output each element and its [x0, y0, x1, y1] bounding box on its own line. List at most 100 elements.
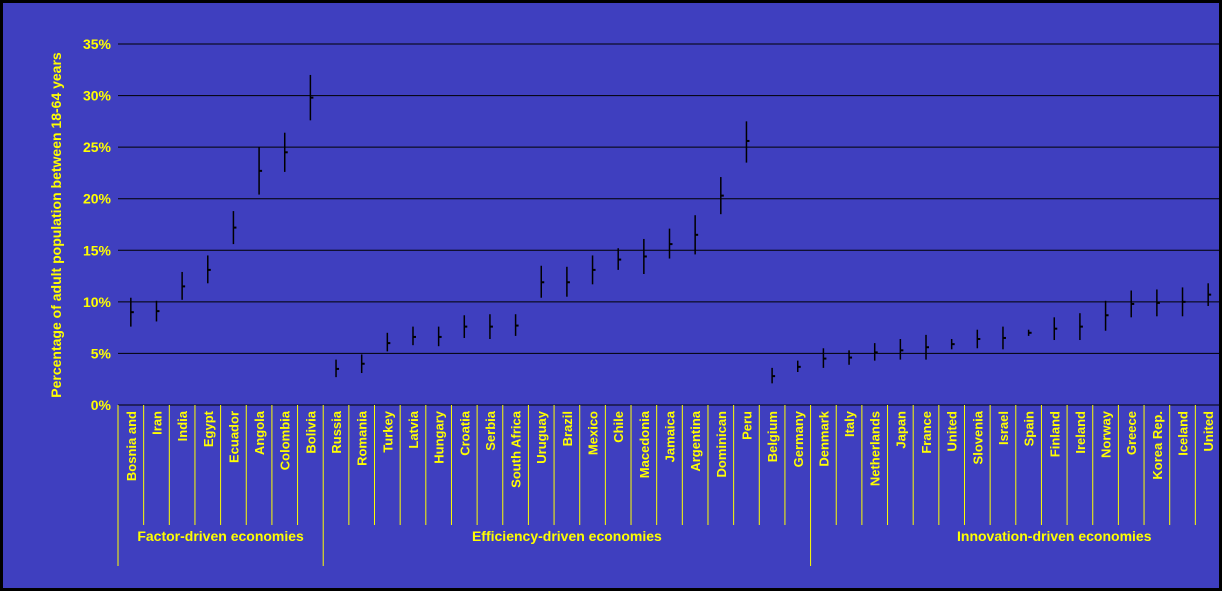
x-category-label: Iceland: [1176, 411, 1191, 456]
x-category-label: Russia: [329, 410, 344, 453]
y-tick-label: 20%: [83, 191, 112, 207]
error-bar: [1027, 329, 1032, 336]
error-bar: [1002, 326, 1006, 350]
x-category-label: Korea Rep.: [1150, 411, 1165, 480]
x-category-label: Dominican: [714, 411, 729, 478]
x-category-label: South Africa: [509, 410, 524, 488]
x-category-label: Finland: [1047, 411, 1062, 457]
x-category-label: Netherlands: [868, 411, 883, 486]
error-bar: [207, 255, 211, 284]
x-category-label: Germany: [791, 410, 806, 467]
x-category-label: Brazil: [560, 411, 575, 446]
x-category-label: Uruguay: [534, 410, 549, 464]
error-bar: [591, 255, 596, 285]
error-bar: [540, 265, 545, 298]
error-bar: [514, 314, 519, 336]
x-category-label: Egypt: [201, 410, 216, 447]
x-category-label: Colombia: [278, 410, 293, 470]
error-bar: [822, 348, 827, 368]
y-axis-label: Percentage of adult population between 1…: [48, 52, 64, 398]
group-label: Efficiency-driven economies: [472, 528, 662, 544]
x-category-label: Hungary: [432, 410, 447, 464]
error-bar: [566, 266, 570, 297]
x-category-label: Belgium: [765, 411, 780, 462]
x-category-label: Macedonia: [637, 410, 652, 478]
error-bar: [771, 367, 776, 384]
error-bar: [283, 132, 288, 172]
x-category-label: Chile: [611, 411, 626, 443]
x-category-label: Iran: [149, 411, 164, 435]
y-tick-label: 5%: [91, 345, 112, 361]
y-tick-label: 25%: [83, 139, 112, 155]
x-category-label: Denmark: [816, 410, 831, 466]
x-category-label: Spain: [1022, 411, 1037, 446]
x-category-label: India: [175, 410, 190, 441]
y-tick-label: 10%: [83, 294, 112, 310]
group-label: Factor-driven economies: [137, 528, 304, 544]
error-bar: [1181, 287, 1186, 317]
error-bar: [950, 338, 955, 350]
x-axis-categories: Bosnia and Iran India Egypt Ecuador Angola Col…: [117, 405, 1216, 525]
error-bar: [489, 314, 493, 339]
x-category-label: Slovenia: [970, 410, 985, 464]
x-category-label: Latvia: [406, 410, 421, 448]
group-label: Innovation-driven economies: [957, 528, 1152, 544]
error-bar: [643, 238, 647, 275]
x-category-label: Israel: [996, 411, 1011, 445]
x-category-label: Turkey: [380, 410, 395, 452]
x-category-label: Croatia: [457, 410, 472, 456]
error-bar: [181, 271, 186, 300]
error-bar: [873, 343, 878, 361]
gridlines: [118, 43, 1219, 406]
error-bar: [335, 359, 340, 378]
x-category-label: United: [1201, 411, 1216, 452]
error-bar: [668, 228, 673, 259]
error-bar: [976, 329, 981, 349]
error-bar: [1053, 317, 1058, 341]
x-category-label: Ecuador: [226, 411, 241, 463]
x-category-label: Italy: [842, 410, 857, 437]
x-category-label: Romania: [355, 410, 370, 466]
error-bar: [258, 147, 263, 195]
error-bars: [130, 74, 1212, 384]
x-category-label: Angola: [252, 410, 267, 455]
error-bar: [1156, 289, 1160, 317]
error-bar: [1079, 313, 1083, 341]
error-bar: [437, 326, 442, 347]
error-bar: [925, 334, 930, 360]
error-bar: [232, 211, 237, 245]
error-bar: [617, 248, 622, 270]
error-bar: [412, 326, 416, 346]
y-tick-label: 30%: [83, 88, 112, 104]
x-category-label: Ireland: [1073, 411, 1088, 454]
error-bar: [848, 350, 853, 365]
error-bar: [130, 297, 134, 327]
error-bar: [386, 332, 391, 352]
error-bar: [720, 177, 724, 215]
x-category-label: Serbia: [483, 410, 498, 451]
y-tick-label: 15%: [83, 242, 112, 258]
error-bar: [899, 338, 904, 360]
x-category-label: United: [945, 411, 960, 452]
error-bar: [463, 315, 468, 338]
error-bar: [309, 74, 314, 121]
x-category-label: Greece: [1124, 411, 1139, 455]
x-axis-groups: Factor-driven economies Efficiency-driven…: [117, 525, 1152, 566]
error-bar: [360, 354, 365, 374]
x-category-label: Jamaica: [663, 410, 678, 462]
error-bar: [1130, 290, 1135, 318]
x-category-label: Peru: [739, 411, 754, 440]
x-category-label: France: [919, 411, 934, 454]
x-category-label: Norway: [1099, 410, 1114, 458]
x-category-label: Bosnia and: [124, 411, 139, 481]
y-tick-label: 0%: [91, 397, 112, 413]
error-bar: [797, 360, 801, 372]
error-bar: [155, 300, 160, 322]
error-bar: [694, 215, 699, 255]
x-category-label: Japan: [893, 411, 908, 449]
y-tick-label: 35%: [83, 36, 112, 52]
error-bar: [745, 121, 750, 163]
error-bar: [1207, 283, 1212, 306]
error-bar: [1104, 300, 1109, 331]
